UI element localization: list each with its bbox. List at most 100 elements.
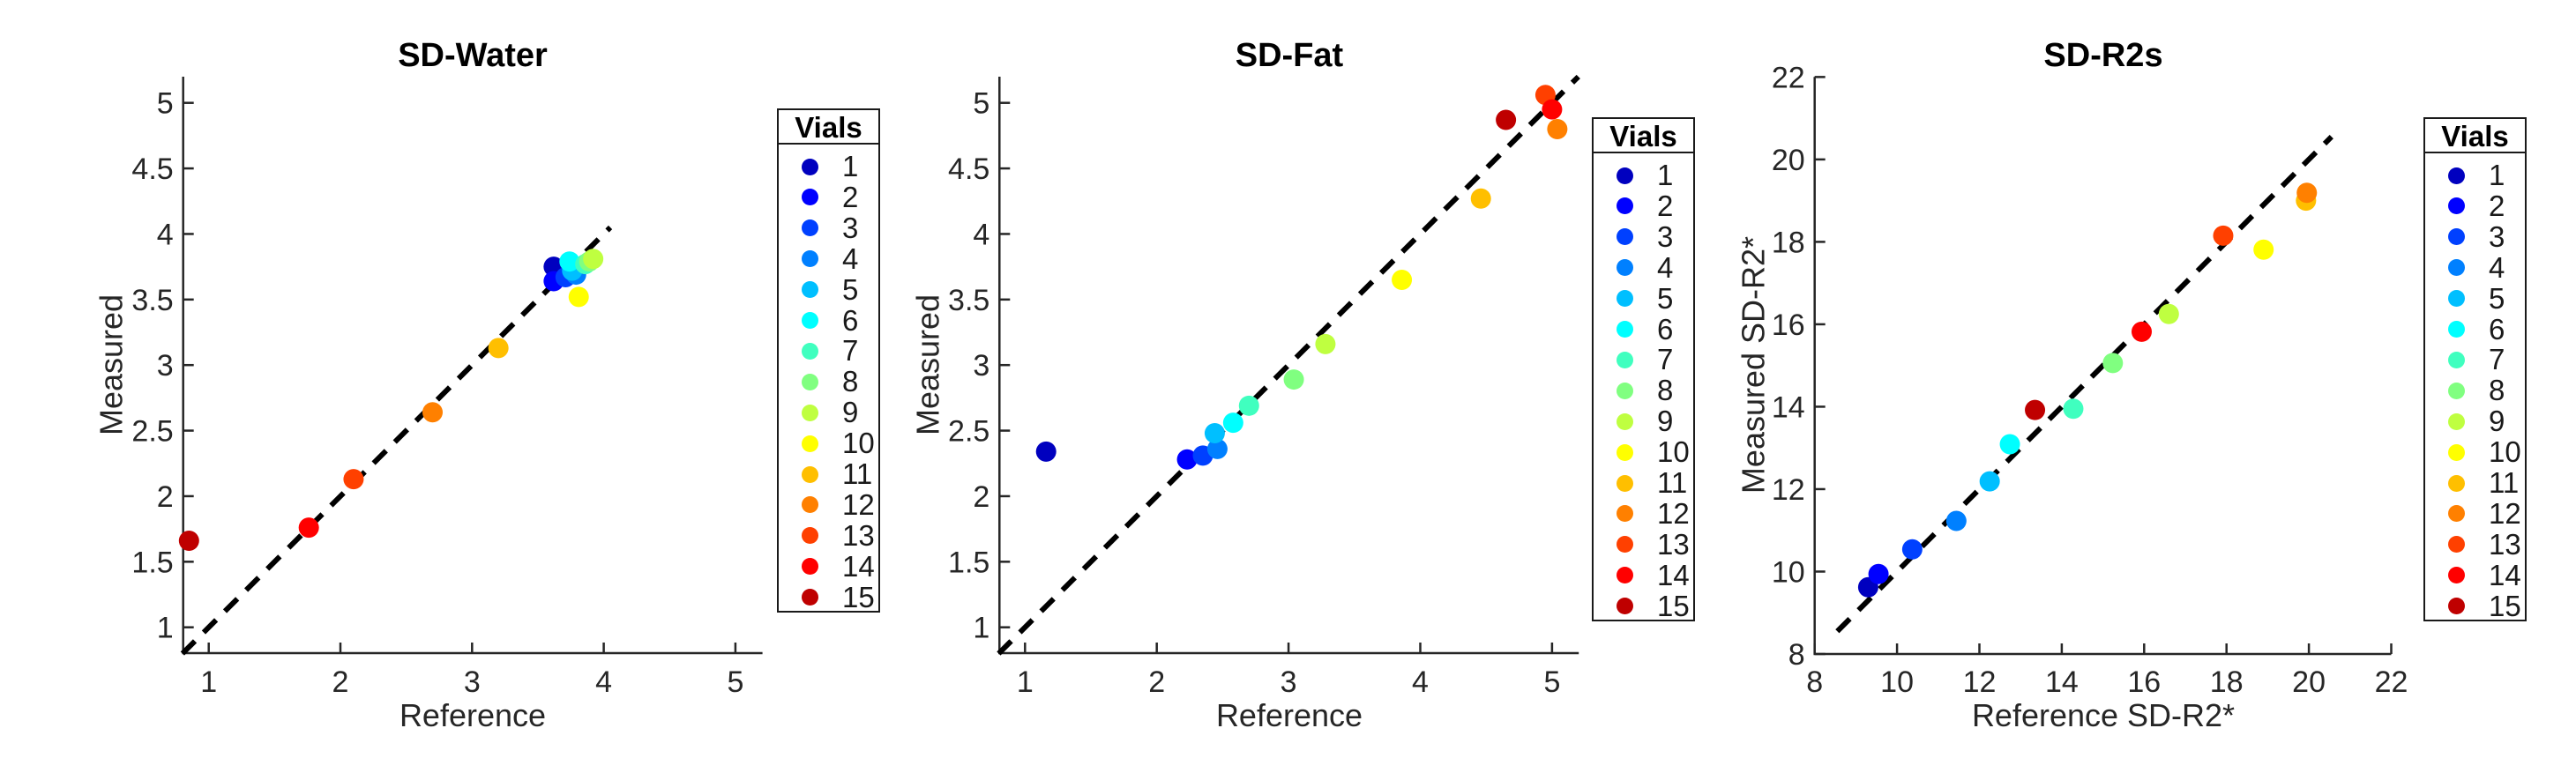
legend-marker-icon — [2448, 474, 2465, 492]
legend-marker-icon — [802, 312, 818, 329]
y-tick-label: 18 — [1772, 226, 1805, 259]
legend-item-label: 14 — [2489, 558, 2521, 591]
legend-item-label: 4 — [1657, 250, 1674, 284]
x-tick-label: 14 — [2045, 665, 2079, 699]
y-tick-label: 3.5 — [131, 284, 173, 317]
legend-marker-icon — [2448, 505, 2465, 523]
legend-marker-icon — [802, 219, 818, 237]
y-tick-label: 2.5 — [948, 415, 989, 449]
scatter-point-vial-10 — [568, 286, 589, 308]
scatter-point-vial-8 — [1283, 369, 1304, 390]
legend-marker-icon — [1617, 567, 1633, 584]
legend-item-label: 9 — [842, 396, 859, 429]
legend-marker-icon — [2448, 290, 2465, 308]
x-tick-label: 10 — [1880, 665, 1914, 699]
legend-item-vial-6: 6 — [779, 303, 878, 337]
y-tick-label: 4 — [157, 218, 174, 251]
legend-marker-icon — [802, 189, 818, 206]
legend-item-vial-15: 15 — [779, 580, 878, 613]
legend-item-label: 6 — [842, 303, 859, 337]
legend-marker-icon — [1617, 412, 1633, 430]
legend-marker-icon — [802, 281, 818, 299]
legend-marker-icon — [802, 496, 818, 514]
y-tick-label: 10 — [1772, 555, 1805, 589]
legend-item-vial-10: 10 — [2425, 435, 2525, 469]
y-tick-label: 5 — [973, 87, 989, 121]
legend-item-label: 15 — [842, 580, 875, 613]
y-tick-label: 22 — [1772, 61, 1805, 94]
legend-marker-icon — [802, 373, 818, 390]
legend-item-label: 10 — [842, 427, 875, 460]
x-tick-label: 4 — [1412, 665, 1429, 699]
x-axis-label: Reference SD-R2* — [1971, 697, 2236, 733]
legend-marker-icon — [1617, 167, 1633, 184]
legend-marker-icon — [1617, 259, 1633, 277]
legend-item-vial-10: 10 — [1594, 435, 1693, 468]
legend-marker-icon — [2448, 259, 2465, 277]
legend-marker-icon — [2448, 321, 2465, 338]
scatter-point-vial-6 — [1222, 412, 1243, 434]
legend-marker-icon — [2448, 567, 2465, 584]
legend-item-label: 10 — [2489, 435, 2521, 469]
y-tick-label: 2.5 — [131, 415, 173, 449]
legend-item-label: 15 — [2489, 589, 2521, 622]
scatter-point-vial-11 — [488, 338, 509, 359]
legend-item-label: 6 — [1657, 312, 1674, 346]
legend-item-label: 1 — [1657, 159, 1674, 191]
x-axis-label: Reference — [1215, 697, 1363, 733]
y-tick-label: 16 — [1772, 308, 1805, 342]
scatter-point-vial-4 — [1206, 438, 1228, 459]
legend-item-vial-1: 1 — [779, 150, 878, 182]
scatter-point-vial-9 — [1315, 333, 1336, 354]
legend-marker-icon — [802, 158, 818, 175]
scatter-point-vial-15 — [178, 531, 199, 552]
y-tick-label: 5 — [157, 87, 174, 121]
legend-box: Vials 1 2 3 4 5 6 7 8 9 10 11 12 13 14 15 — [2423, 117, 2527, 622]
legend-item-vial-5: 5 — [2425, 282, 2525, 315]
legend-marker-icon — [1617, 197, 1633, 215]
legend-item-label: 9 — [1657, 405, 1674, 438]
legend-item-vial-2: 2 — [2425, 190, 2525, 222]
legend-item-vial-9: 9 — [1594, 405, 1693, 438]
scatter-point-vial-14 — [298, 517, 319, 539]
legend-item-label: 12 — [842, 487, 875, 521]
legend-item-vial-4: 4 — [1594, 250, 1693, 284]
legend-item-label: 12 — [2489, 496, 2521, 530]
scatter-point-vial-9 — [2158, 303, 2179, 324]
legend-marker-icon — [1617, 228, 1633, 246]
legend-marker-icon — [2448, 443, 2465, 461]
legend-item-vial-14: 14 — [1594, 559, 1693, 591]
scatter-point-vial-5 — [1979, 471, 2000, 492]
legend-marker-icon — [2448, 382, 2465, 399]
legend-marker-icon — [1617, 598, 1633, 615]
legend-item-vial-1: 1 — [2425, 159, 2525, 191]
legend-item-label: 7 — [842, 334, 859, 368]
scatter-point-vial-12 — [2296, 182, 2318, 204]
scatter-point-vial-12 — [1547, 118, 1568, 139]
y-tick-label: 4 — [973, 218, 989, 251]
legend-marker-icon — [1617, 321, 1633, 338]
legend-item-vial-3: 3 — [1594, 220, 1693, 253]
y-tick-label: 1 — [973, 612, 989, 645]
legend-item-vial-10: 10 — [779, 427, 878, 460]
scatter-point-vial-11 — [1470, 188, 1491, 209]
scatter-point-vial-6 — [1999, 434, 2020, 455]
legend-item-vial-8: 8 — [1594, 374, 1693, 406]
legend-item-label: 7 — [1657, 343, 1674, 376]
legend-item-vial-12: 12 — [2425, 496, 2525, 530]
legend-item-label: 11 — [1657, 466, 1688, 499]
legend-marker-icon — [802, 435, 818, 452]
x-tick-label: 18 — [2210, 665, 2244, 699]
identity-line — [180, 225, 613, 656]
y-tick-label: 12 — [1772, 473, 1805, 507]
legend-title: Vials — [779, 110, 878, 145]
legend-item-vial-11: 11 — [1594, 466, 1693, 499]
legend-item-label: 13 — [842, 518, 875, 552]
legend-item-label: 9 — [2489, 405, 2505, 438]
legend-item-vial-15: 15 — [2425, 589, 2525, 622]
legend-marker-icon — [802, 558, 818, 576]
x-tick-label: 3 — [464, 665, 481, 699]
scatter-point-vial-7 — [1238, 395, 1259, 416]
legend-item-label: 3 — [2489, 219, 2505, 253]
y-tick-label: 20 — [1772, 144, 1805, 177]
